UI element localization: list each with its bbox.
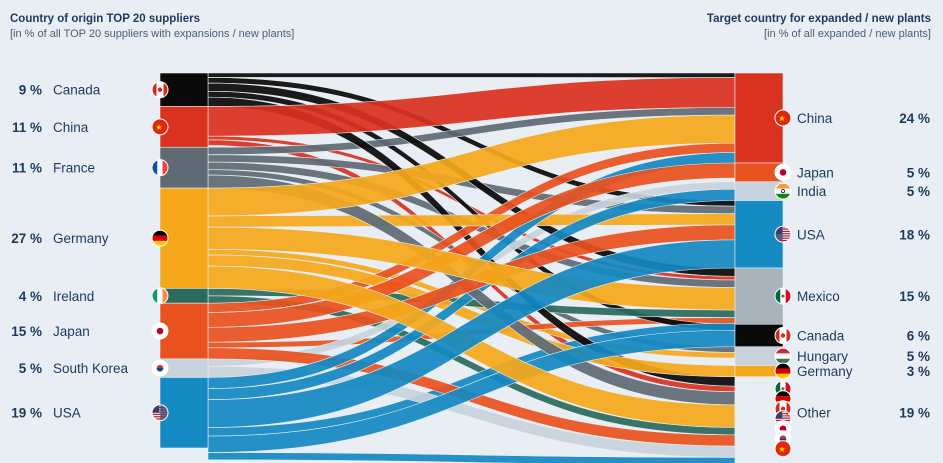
south-korea-flag-icon [151,359,169,377]
source-pct-canada: 9 % [19,83,42,98]
source-label-canada: Canada [53,83,101,98]
source-label-south-korea: South Korea [53,361,129,376]
canada-flag-icon [151,81,169,99]
target-label-india: India [797,184,827,199]
target-pct-india: 5 % [907,184,930,199]
source-pct-japan: 15 % [11,324,42,339]
india-flag-icon [774,182,792,200]
left-header-subtitle: [in % of all TOP 20 suppliers with expan… [10,28,295,40]
target-pct-japan: 5 % [907,165,930,180]
source-label-china: China [53,120,89,135]
svg-text:★: ★ [778,445,785,454]
mexico-flag-icon [774,287,792,305]
target-label-hungary: Hungary [797,349,848,364]
target-label-germany: Germany [797,364,853,379]
target-pct-mexico: 15 % [899,289,930,304]
target-label-other: Other [797,405,831,420]
left-header-title: Country of origin TOP 20 suppliers [10,13,200,25]
svg-text:★: ★ [155,123,162,132]
other-flags-icon: ★ [774,380,792,458]
japan-flag-icon [151,322,169,340]
target-pct-canada: 6 % [907,329,930,344]
left-header: Country of origin TOP 20 suppliers [in %… [10,12,294,42]
source-pct-south-korea: 5 % [19,361,42,376]
usa-flag-icon [774,225,792,243]
target-label-japan: Japan [797,165,834,180]
ireland-flag-icon [151,287,169,305]
target-pct-usa: 18 % [899,227,930,242]
flow-usa-to-other [207,452,736,463]
source-label-ireland: Ireland [53,289,94,304]
hungary-flag-icon [774,347,792,365]
target-label-usa: USA [797,227,825,242]
china-flag-icon: ★ [774,109,792,127]
flows-layer [207,72,736,463]
source-label-germany: Germany [53,231,109,246]
target-pct-china: 24 % [899,111,930,126]
right-header-subtitle: [in % of all expanded / new plants] [764,28,931,40]
france-flag-icon [151,159,169,177]
target-label-canada: Canada [797,329,845,344]
labels-layer: 9 % Canada ★ 11 % China 11 % France 27 % Germany… [11,81,930,458]
svg-text:★: ★ [778,114,785,123]
germany-flag-icon [151,229,169,247]
right-header-title: Target country for expanded / new plants [706,13,931,25]
source-pct-ireland: 4 % [19,289,42,304]
germany-flag-icon [774,362,792,380]
flow-canada-to-china [207,72,736,78]
usa-flag-icon [151,404,169,422]
flow-germany-to-usa [207,213,736,228]
china-flag-icon: ★ [151,118,169,136]
canada-flag-icon [774,327,792,344]
japan-flag-icon [774,163,792,181]
source-pct-usa: 19 % [11,406,42,421]
target-label-china: China [797,111,833,126]
right-header: Target country for expanded / new plants… [707,12,931,42]
source-pct-china: 11 % [12,120,42,135]
source-label-france: France [53,161,95,176]
source-label-usa: USA [53,406,81,421]
target-pct-other: 19 % [899,405,930,420]
target-pct-germany: 3 % [907,364,930,379]
source-label-japan: Japan [53,324,90,339]
target-label-mexico: Mexico [797,289,840,304]
source-pct-france: 11 % [12,161,42,176]
source-pct-germany: 27 % [11,231,42,246]
target-pct-hungary: 5 % [907,349,930,364]
